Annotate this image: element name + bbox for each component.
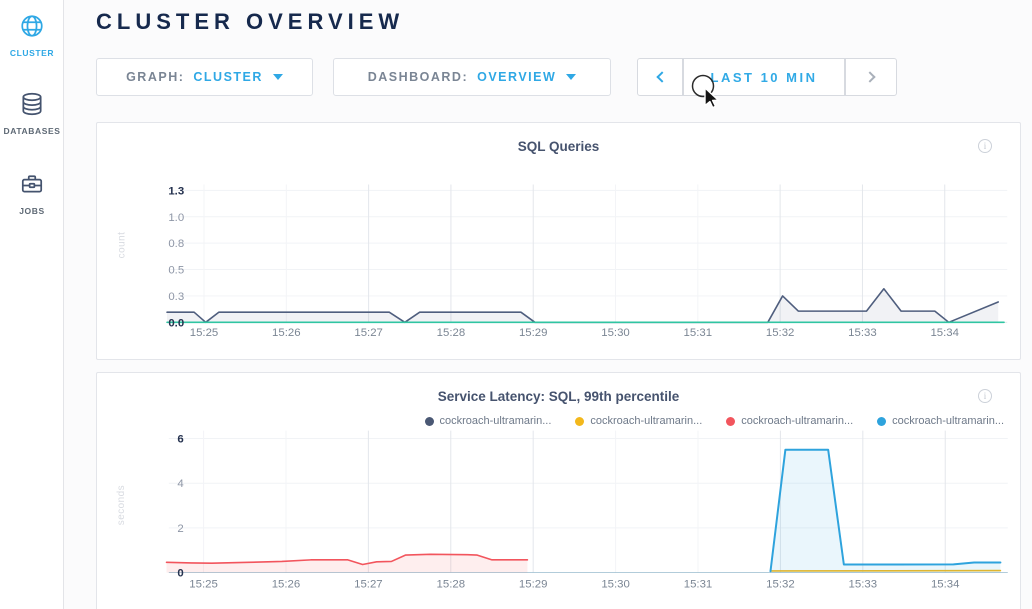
x-tick-label: 15:32 (766, 327, 795, 339)
y-tick-label: 0.5 (168, 265, 184, 277)
series-line (165, 553, 529, 566)
time-range-next-button[interactable] (845, 58, 897, 96)
dashboard-dropdown-value: OVERVIEW (477, 70, 557, 84)
legend-item[interactable]: cockroach-ultramarin... (424, 415, 552, 427)
y-axis-unit-label: seconds (116, 485, 127, 525)
legend-dot-icon (877, 416, 887, 426)
x-tick-label: 15:28 (437, 578, 466, 590)
info-icon[interactable]: i (978, 139, 992, 153)
sidebar-item-jobs[interactable]: JOBS (0, 171, 64, 216)
x-tick-label: 15:29 (519, 578, 548, 590)
series-area (166, 554, 528, 573)
x-tick-label: 15:31 (684, 327, 713, 339)
time-range-selector: LAST 10 MIN (637, 58, 897, 96)
x-tick-label: 15:33 (849, 578, 878, 590)
x-tick-label: 15:27 (354, 327, 383, 339)
x-tick-label: 15:25 (190, 327, 219, 339)
y-tick-label: 2 (177, 523, 183, 535)
chart-svg-1: 6 4 2 0 15:25 15:26 15:27 15:28 15:29 15:30 15:31 1… (116, 430, 1008, 590)
x-tick-label: 15:31 (684, 578, 713, 590)
x-tick-label: 15:33 (848, 327, 877, 339)
series-line (769, 448, 1002, 573)
time-range-prev-button[interactable] (637, 58, 683, 96)
chart-title: SQL Queries (517, 139, 600, 154)
y-tick-label: 0 (177, 568, 183, 580)
chart-legend: cockroach-ultramarin... cockroach-ultrama… (424, 413, 1004, 429)
x-tick-label: 15:25 (189, 578, 218, 590)
sidebar-item-databases[interactable]: DATABASES (0, 91, 64, 136)
y-tick-label: 1.3 (168, 185, 184, 197)
sidebar-item-label: DATABASES (3, 126, 61, 136)
legend-item[interactable]: cockroach-ultramarin... (726, 415, 853, 427)
x-tick-label: 15:26 (272, 327, 301, 339)
info-icon[interactable]: i (978, 389, 992, 403)
chevron-right-icon (863, 71, 876, 83)
graph-dropdown[interactable]: GRAPH: CLUSTER (96, 58, 313, 96)
legend-item[interactable]: cockroach-ultramarin... (877, 415, 1004, 427)
y-tick-label: 6 (177, 434, 183, 446)
series-area (770, 449, 1001, 573)
globe-icon (19, 13, 45, 39)
sidebar-item-label: JOBS (19, 206, 45, 216)
x-tick-label: 15:28 (437, 327, 466, 339)
y-tick-label: 0.3 (168, 291, 184, 303)
graph-dropdown-value: CLUSTER (193, 70, 263, 84)
legend-item[interactable]: cockroach-ultramarin... (575, 415, 702, 427)
sidebar-item-cluster[interactable]: CLUSTER (0, 13, 64, 58)
dashboard-dropdown-label: DASHBOARD: (367, 70, 469, 84)
service-latency-chart-card: 6 4 2 0 15:25 15:26 15:27 15:28 15:29 15:30 15:31 1… (96, 372, 1021, 609)
sql-queries-chart-card: 1.3 1.0 0.8 0.5 0.3 0.0 15:25 15:26 15:27 15:28 15… (96, 122, 1021, 360)
chevron-down-icon (272, 74, 283, 80)
legend-label: cockroach-ultramarin... (439, 415, 552, 427)
x-tick-label: 15:32 (766, 578, 795, 590)
x-tick-label: 15:34 (930, 327, 959, 339)
legend-dot-icon (726, 416, 736, 426)
x-tick-label: 15:27 (354, 578, 383, 590)
x-tick-label: 15:26 (272, 578, 301, 590)
y-tick-label: 4 (177, 478, 184, 490)
page-title: CLUSTER OVERVIEW (96, 9, 405, 34)
sidebar: CLUSTER DATABASES JOBS (0, 0, 64, 609)
y-tick-label: 1.0 (168, 212, 184, 224)
database-icon (19, 91, 45, 117)
series-area (167, 288, 999, 323)
legend-label: cockroach-ultramarin... (741, 415, 854, 427)
x-tick-label: 15:30 (601, 578, 630, 590)
y-tick-label: 0.0 (168, 317, 184, 329)
time-range-button[interactable]: LAST 10 MIN (683, 58, 845, 96)
chart-svg-0: 1.3 1.0 0.8 0.5 0.3 0.0 15:25 15:26 15:27 15:28 15… (117, 184, 1008, 339)
x-tick-label: 15:34 (931, 578, 960, 590)
y-tick-label: 0.8 (168, 238, 184, 250)
sidebar-item-label: CLUSTER (9, 48, 55, 58)
legend-dot-icon (575, 416, 585, 426)
y-axis-unit-label: count (117, 232, 128, 259)
dashboard-dropdown[interactable]: DASHBOARD: OVERVIEW (333, 58, 611, 96)
legend-label: cockroach-ultramarin... (590, 415, 703, 427)
legend-dot-icon (424, 416, 434, 426)
legend-label: cockroach-ultramarin... (892, 415, 1004, 427)
graph-dropdown-label: GRAPH: (126, 70, 185, 84)
x-tick-label: 15:29 (519, 327, 548, 339)
briefcase-icon (19, 171, 45, 197)
chevron-left-icon (655, 71, 668, 83)
x-tick-label: 15:30 (601, 327, 630, 339)
chevron-down-icon (566, 74, 577, 80)
chart-title: Service Latency: SQL, 99th percentile (437, 389, 680, 404)
